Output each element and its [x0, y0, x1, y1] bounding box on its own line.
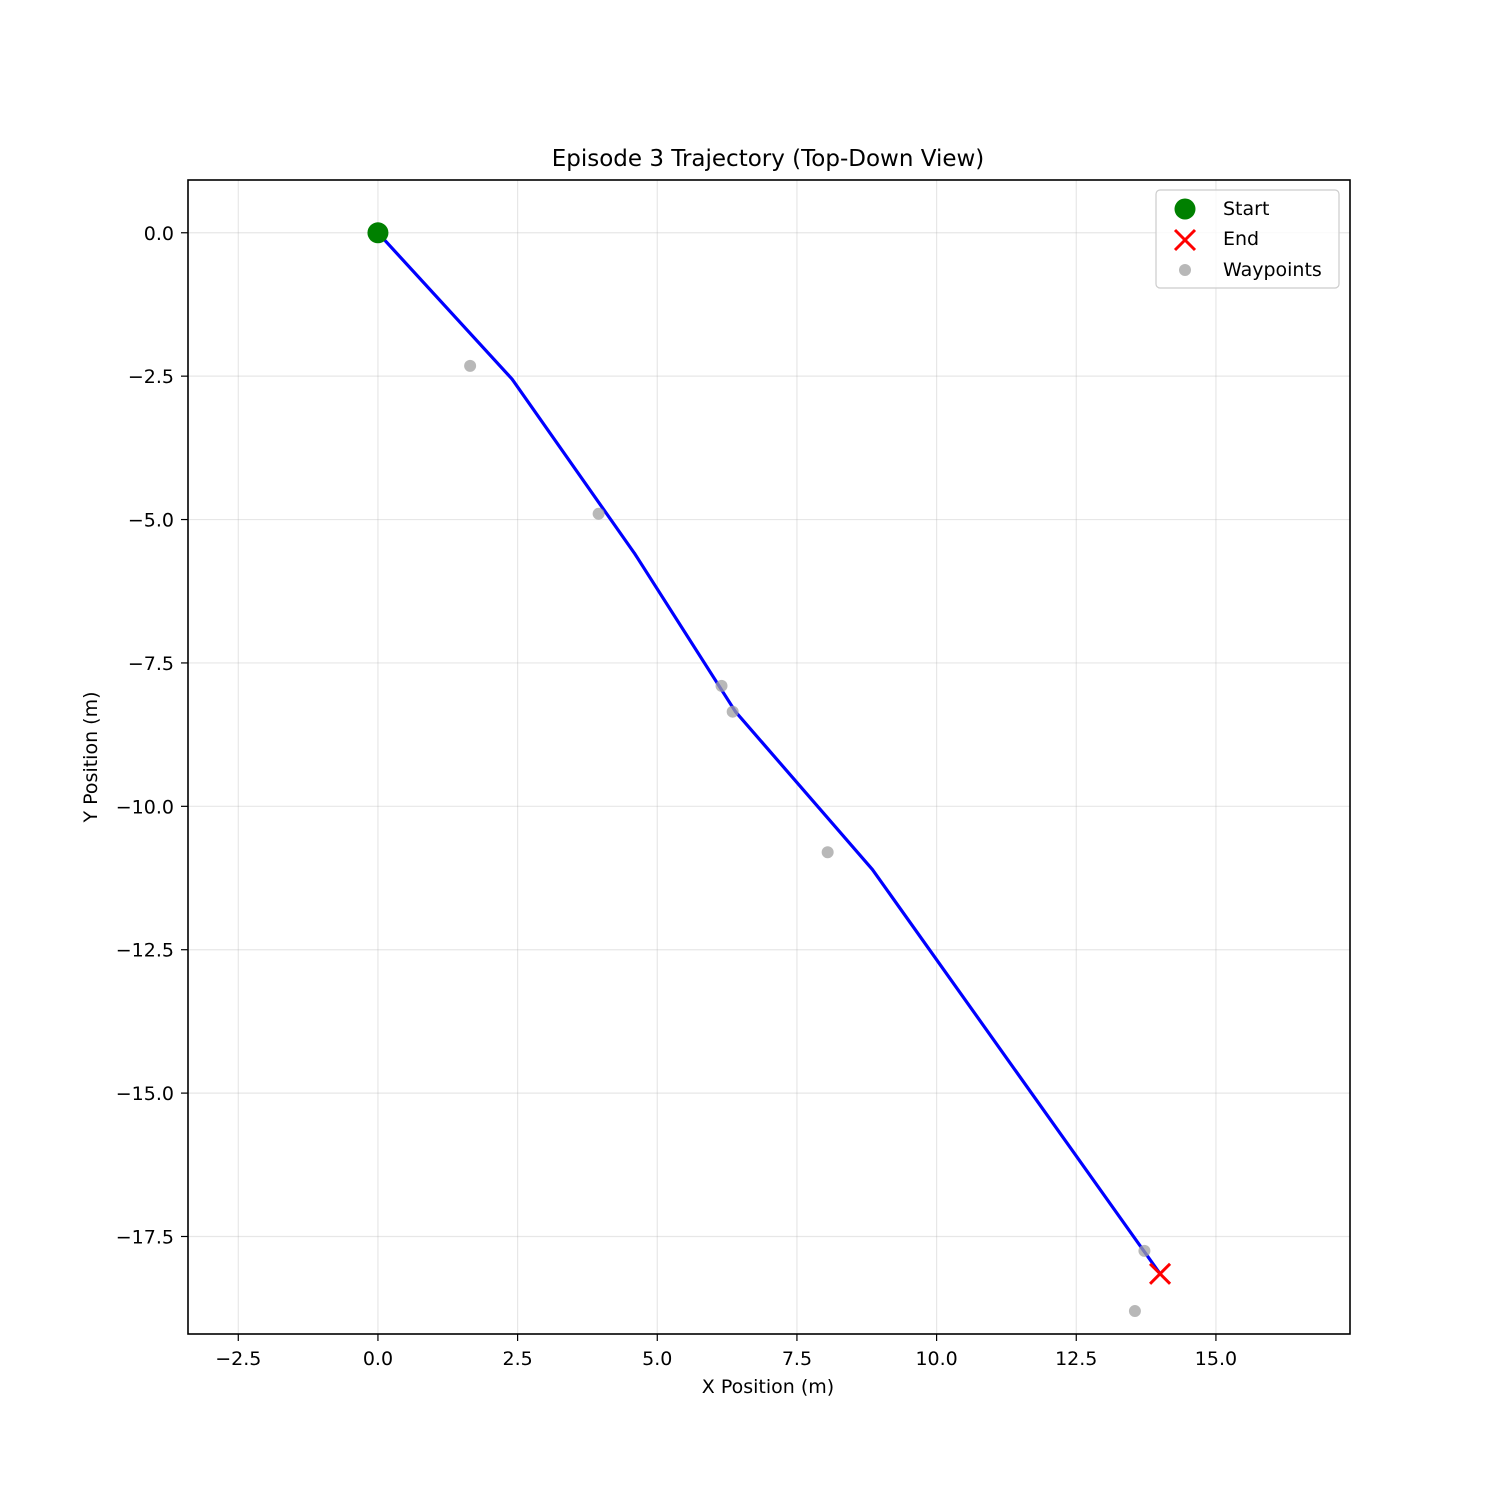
legend: Start End Waypoints [1155, 189, 1340, 289]
y-tick-label: −12.5 [116, 940, 174, 962]
legend-waypoint-marker [1179, 264, 1191, 276]
legend-frame [1155, 189, 1340, 289]
plot-frame [187, 179, 1351, 1335]
y-tick-label: −2.5 [128, 366, 174, 388]
y-axis-label: Y Position (m) [80, 692, 102, 824]
x-axis-ticks: −2.5 0.0 2.5 5.0 7.5 10.0 12.5 15.0 [215, 1334, 1237, 1370]
waypoint-marker [821, 846, 834, 859]
x-tick-label: 15.0 [1195, 1348, 1237, 1370]
legend-start-marker [1174, 198, 1196, 220]
x-axis-label: X Position (m) [702, 1376, 834, 1398]
x-tick-label: −2.5 [215, 1348, 261, 1370]
waypoint-marker [464, 359, 477, 372]
legend-waypoints-label: Waypoints [1223, 259, 1322, 281]
plot-series [367, 222, 1172, 1318]
x-tick-label: 5.0 [642, 1348, 672, 1370]
waypoint-markers [464, 359, 1151, 1318]
waypoint-marker [1128, 1305, 1141, 1318]
waypoint-marker [592, 507, 605, 520]
legend-start-label: Start [1223, 198, 1269, 220]
y-tick-label: 0.0 [144, 223, 174, 245]
y-axis-ticks: 0.0 −2.5 −5.0 −7.5 −10.0 −12.5 −15.0 −17.5 [116, 223, 188, 1248]
y-tick-label: −10.0 [116, 796, 174, 818]
y-tick-label: −15.0 [116, 1083, 174, 1105]
chart-title: Episode 3 Trajectory (Top-Down View) [552, 146, 985, 172]
y-tick-label: −7.5 [128, 653, 174, 675]
waypoint-marker [715, 679, 728, 692]
waypoint-marker [726, 705, 739, 718]
y-tick-label: −5.0 [128, 510, 174, 532]
y-tick-label: −17.5 [116, 1226, 174, 1248]
end-marker [1148, 1262, 1172, 1285]
trajectory-line [376, 231, 1162, 1275]
x-stroke [1173, 228, 1197, 252]
x-tick-label: 0.0 [363, 1348, 393, 1370]
x-tick-label: 12.5 [1055, 1348, 1097, 1370]
grid-lines [188, 180, 1350, 1334]
x-tick-label: 7.5 [782, 1348, 812, 1370]
x-tick-label: 2.5 [502, 1348, 532, 1370]
legend-end-marker [1173, 228, 1197, 252]
x-tick-label: 10.0 [915, 1348, 957, 1370]
x-stroke [1148, 1262, 1172, 1285]
legend-end-label: End [1223, 228, 1259, 250]
start-marker [367, 222, 389, 244]
waypoint-marker [1138, 1244, 1151, 1257]
